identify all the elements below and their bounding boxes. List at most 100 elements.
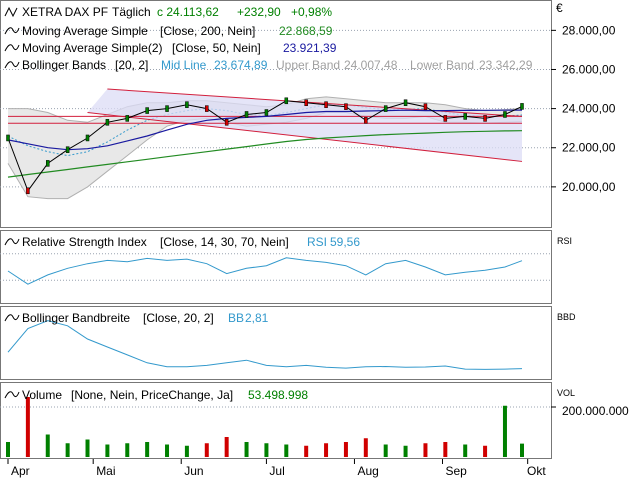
ma200-legend-label: Moving Average Simple [22,24,148,38]
volume-bar [25,397,30,457]
volume-bar [125,443,130,457]
price-point [26,187,30,195]
volume-bar [423,443,428,457]
volume-bar [65,443,70,457]
rsi-value: 59,56 [330,235,360,249]
price-tick-label: 24.000,00 [562,102,616,116]
x-tick-label: Mai [96,464,115,478]
bbw-line [7,320,523,370]
price-point [205,105,209,112]
volume-legend-icon [4,391,20,399]
volume-bar [224,437,229,457]
price-tick-label: 26.000,00 [562,62,616,76]
trendline-channel-upper [107,88,523,117]
ma200-legend-icon [4,27,20,35]
price-point [244,111,249,118]
volume-bar [343,442,348,457]
ma200-legend-params: [Close, 200, Nein] [160,24,255,38]
trendline-channel-lower [87,112,523,162]
bb-lower-label: Lower Band [410,58,474,72]
volume-bar [304,445,309,457]
currency-label: € [556,1,563,15]
price-point [85,134,90,142]
volume-bar [463,444,468,457]
volume-bar [184,445,189,457]
price-point [520,103,524,110]
bb-upper-label: Upper Band [276,58,340,72]
price-point [443,115,448,122]
ma50-legend-icon [4,44,20,52]
x-tick-label: Okt [527,464,546,478]
price-tick-label: 22.000,00 [562,141,616,155]
panel-frames [0,0,552,459]
price-point [145,107,149,114]
bbw-legend-params: [Close, 20, 2] [143,311,214,325]
ma200-line [7,130,523,178]
price-tick-label: 28.000,00 [562,23,616,37]
volume-bar [105,444,110,457]
rsi-axis-label: RSI [557,236,572,246]
bbw-legend: Bollinger Bandbreite [Close, 20, 2] BB 2… [22,311,269,325]
price-point [304,99,308,106]
volume-bar [403,445,408,457]
price-point [364,117,368,124]
ma200-legend-value: 22.868,59 [279,24,333,38]
price-tick-label: 20.000,00 [562,180,616,194]
bb-legend-label: Bollinger Bands [22,58,106,72]
moving-averages [7,109,523,178]
price-legend-icon [4,6,18,18]
bb-lower-value: 23.342,29 [479,58,533,72]
volume-bar [324,443,329,457]
price-point [165,105,169,112]
bbw-legend-icon [4,314,20,322]
volume-legend: Volume [None, Nein, PriceChange, Ja] 53.… [22,388,308,402]
rsi-panel-frame [0,230,552,304]
volume-bars [0,397,556,457]
price-point [503,111,507,118]
chart-title-symbol: XETRA DAX PF [22,5,108,19]
volume-value: 53.498.998 [248,388,308,402]
close-value: c 24.113,62 [157,5,219,19]
bb-upper-value: 24.007,48 [344,58,398,72]
legend-icons [4,6,20,399]
ma50-line [7,109,523,151]
volume-axis-tick: 200.000.000 [562,404,629,418]
volume-bar [363,438,368,457]
price-point [185,101,189,108]
rsi-value-label: RSI [307,235,327,249]
x-tick-label: Aug [357,464,378,478]
ma50-legend-params: [Close, 50, Nein] [172,41,261,55]
volume-bar [383,444,388,457]
rsi-series [0,253,551,285]
price-point [65,146,70,153]
rsi-legend-params: [Close, 14, 30, 70, Nein] [160,235,289,249]
price-point [6,134,10,142]
price-point [46,160,50,167]
bb-mid-value: 23.674,89 [214,58,268,72]
volume-bar [6,442,10,457]
price-point [403,99,408,106]
bb-legend-params: [20, 2] [115,58,148,72]
price-point [463,113,467,120]
bbw-value: 2,81 [245,311,269,325]
chart-interval: Täglich [112,5,151,19]
volume-bar [45,434,50,457]
volume-bar [85,439,90,457]
volume-bar [204,443,209,457]
ma50-legend-value: 23.921,39 [283,41,337,55]
price-point [224,119,229,126]
change-pct-value: +0,98% [291,5,332,19]
bbw-axis-label: BBD [557,312,576,322]
x-axis: Apr Mai Jun Jul Aug Sep Okt [7,459,546,478]
ma50-legend-label: Moving Average Simple(2) [22,41,163,55]
rsi-legend-label: Relative Strength Index [22,235,147,249]
price-point [264,109,269,116]
bbw-series [7,320,523,370]
volume-bar [284,444,289,457]
channel-fill [87,89,523,162]
volume-bar [483,445,488,457]
price-point [423,103,428,110]
volume-bar [165,444,170,457]
change-value: +232,90 [237,5,281,19]
bbw-value-label: BB [228,311,244,325]
